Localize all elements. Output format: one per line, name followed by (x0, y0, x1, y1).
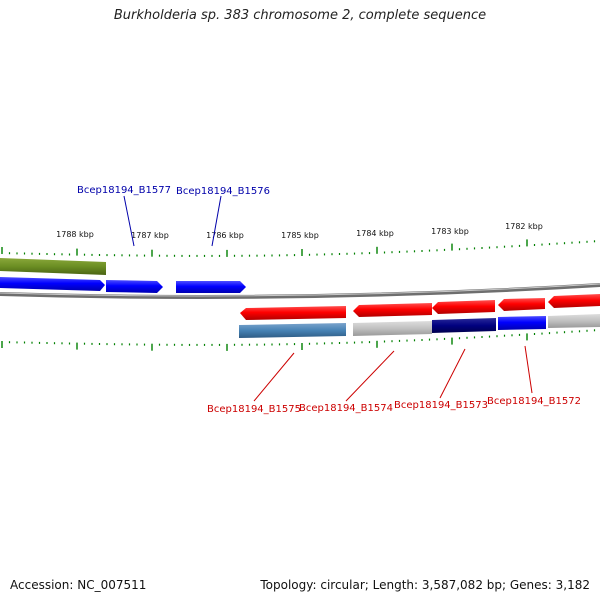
gene-arrow-b1574[interactable] (353, 303, 432, 317)
gene-arrow-b1576[interactable] (176, 281, 246, 293)
scale-label-1786: 1786 kbp (206, 231, 244, 240)
scale-label-1785: 1785 kbp (281, 231, 319, 240)
gene-arrow-right-edge[interactable] (548, 294, 600, 308)
scale-label-1782: 1782 kbp (505, 222, 543, 231)
leader-line-b1575 (253, 352, 295, 402)
backbone-highlight (0, 283, 600, 297)
gene-label-b1575[interactable]: Bcep18194_B1575 (207, 404, 301, 415)
scale-label-1784: 1784 kbp (356, 229, 394, 238)
scale-ticks-bottom (1, 329, 596, 351)
leader-line-b1573 (439, 348, 466, 399)
leader-line-b1576 (211, 195, 222, 247)
accession-text: Accession: NC_007511 (10, 578, 147, 592)
gene-label-b1576[interactable]: Bcep18194_B1576 (176, 186, 270, 197)
feature-steelblue[interactable] (239, 323, 346, 338)
scale-label-1783: 1783 kbp (431, 227, 469, 236)
scale-label-1788: 1788 kbp (56, 230, 94, 239)
leader-line-b1577 (123, 195, 135, 247)
leader-line-b1574 (345, 350, 395, 402)
gene-arrow-b1572[interactable] (498, 298, 545, 311)
gene-arrow-b1575[interactable] (240, 306, 346, 320)
gene-label-b1573[interactable]: Bcep18194_B1573 (394, 400, 488, 411)
gene-arrow-forward[interactable] (0, 277, 105, 291)
feature-blue-inner[interactable] (498, 316, 546, 330)
gene-label-b1577[interactable]: Bcep18194_B1577 (77, 185, 171, 196)
scale-ticks-top (1, 239, 596, 257)
map-title: Burkholderia sp. 383 chromosome 2, compl… (113, 8, 487, 23)
gene-arrow-b1577[interactable] (106, 280, 163, 293)
feature-olive[interactable] (0, 258, 106, 275)
backbone (0, 283, 600, 299)
scale-label-1787: 1787 kbp (131, 231, 169, 240)
leader-line-b1572 (524, 345, 533, 394)
feature-gray-2[interactable] (548, 314, 600, 328)
feature-gray-1[interactable] (353, 321, 432, 336)
gene-arrow-b1573[interactable] (432, 300, 495, 314)
gene-label-b1574[interactable]: Bcep18194_B1574 (299, 403, 393, 414)
feature-navy[interactable] (432, 318, 496, 333)
topology-text: Topology: circular; Length: 3,587,082 bp… (260, 578, 590, 592)
gene-label-b1572[interactable]: Bcep18194_B1572 (487, 396, 581, 407)
